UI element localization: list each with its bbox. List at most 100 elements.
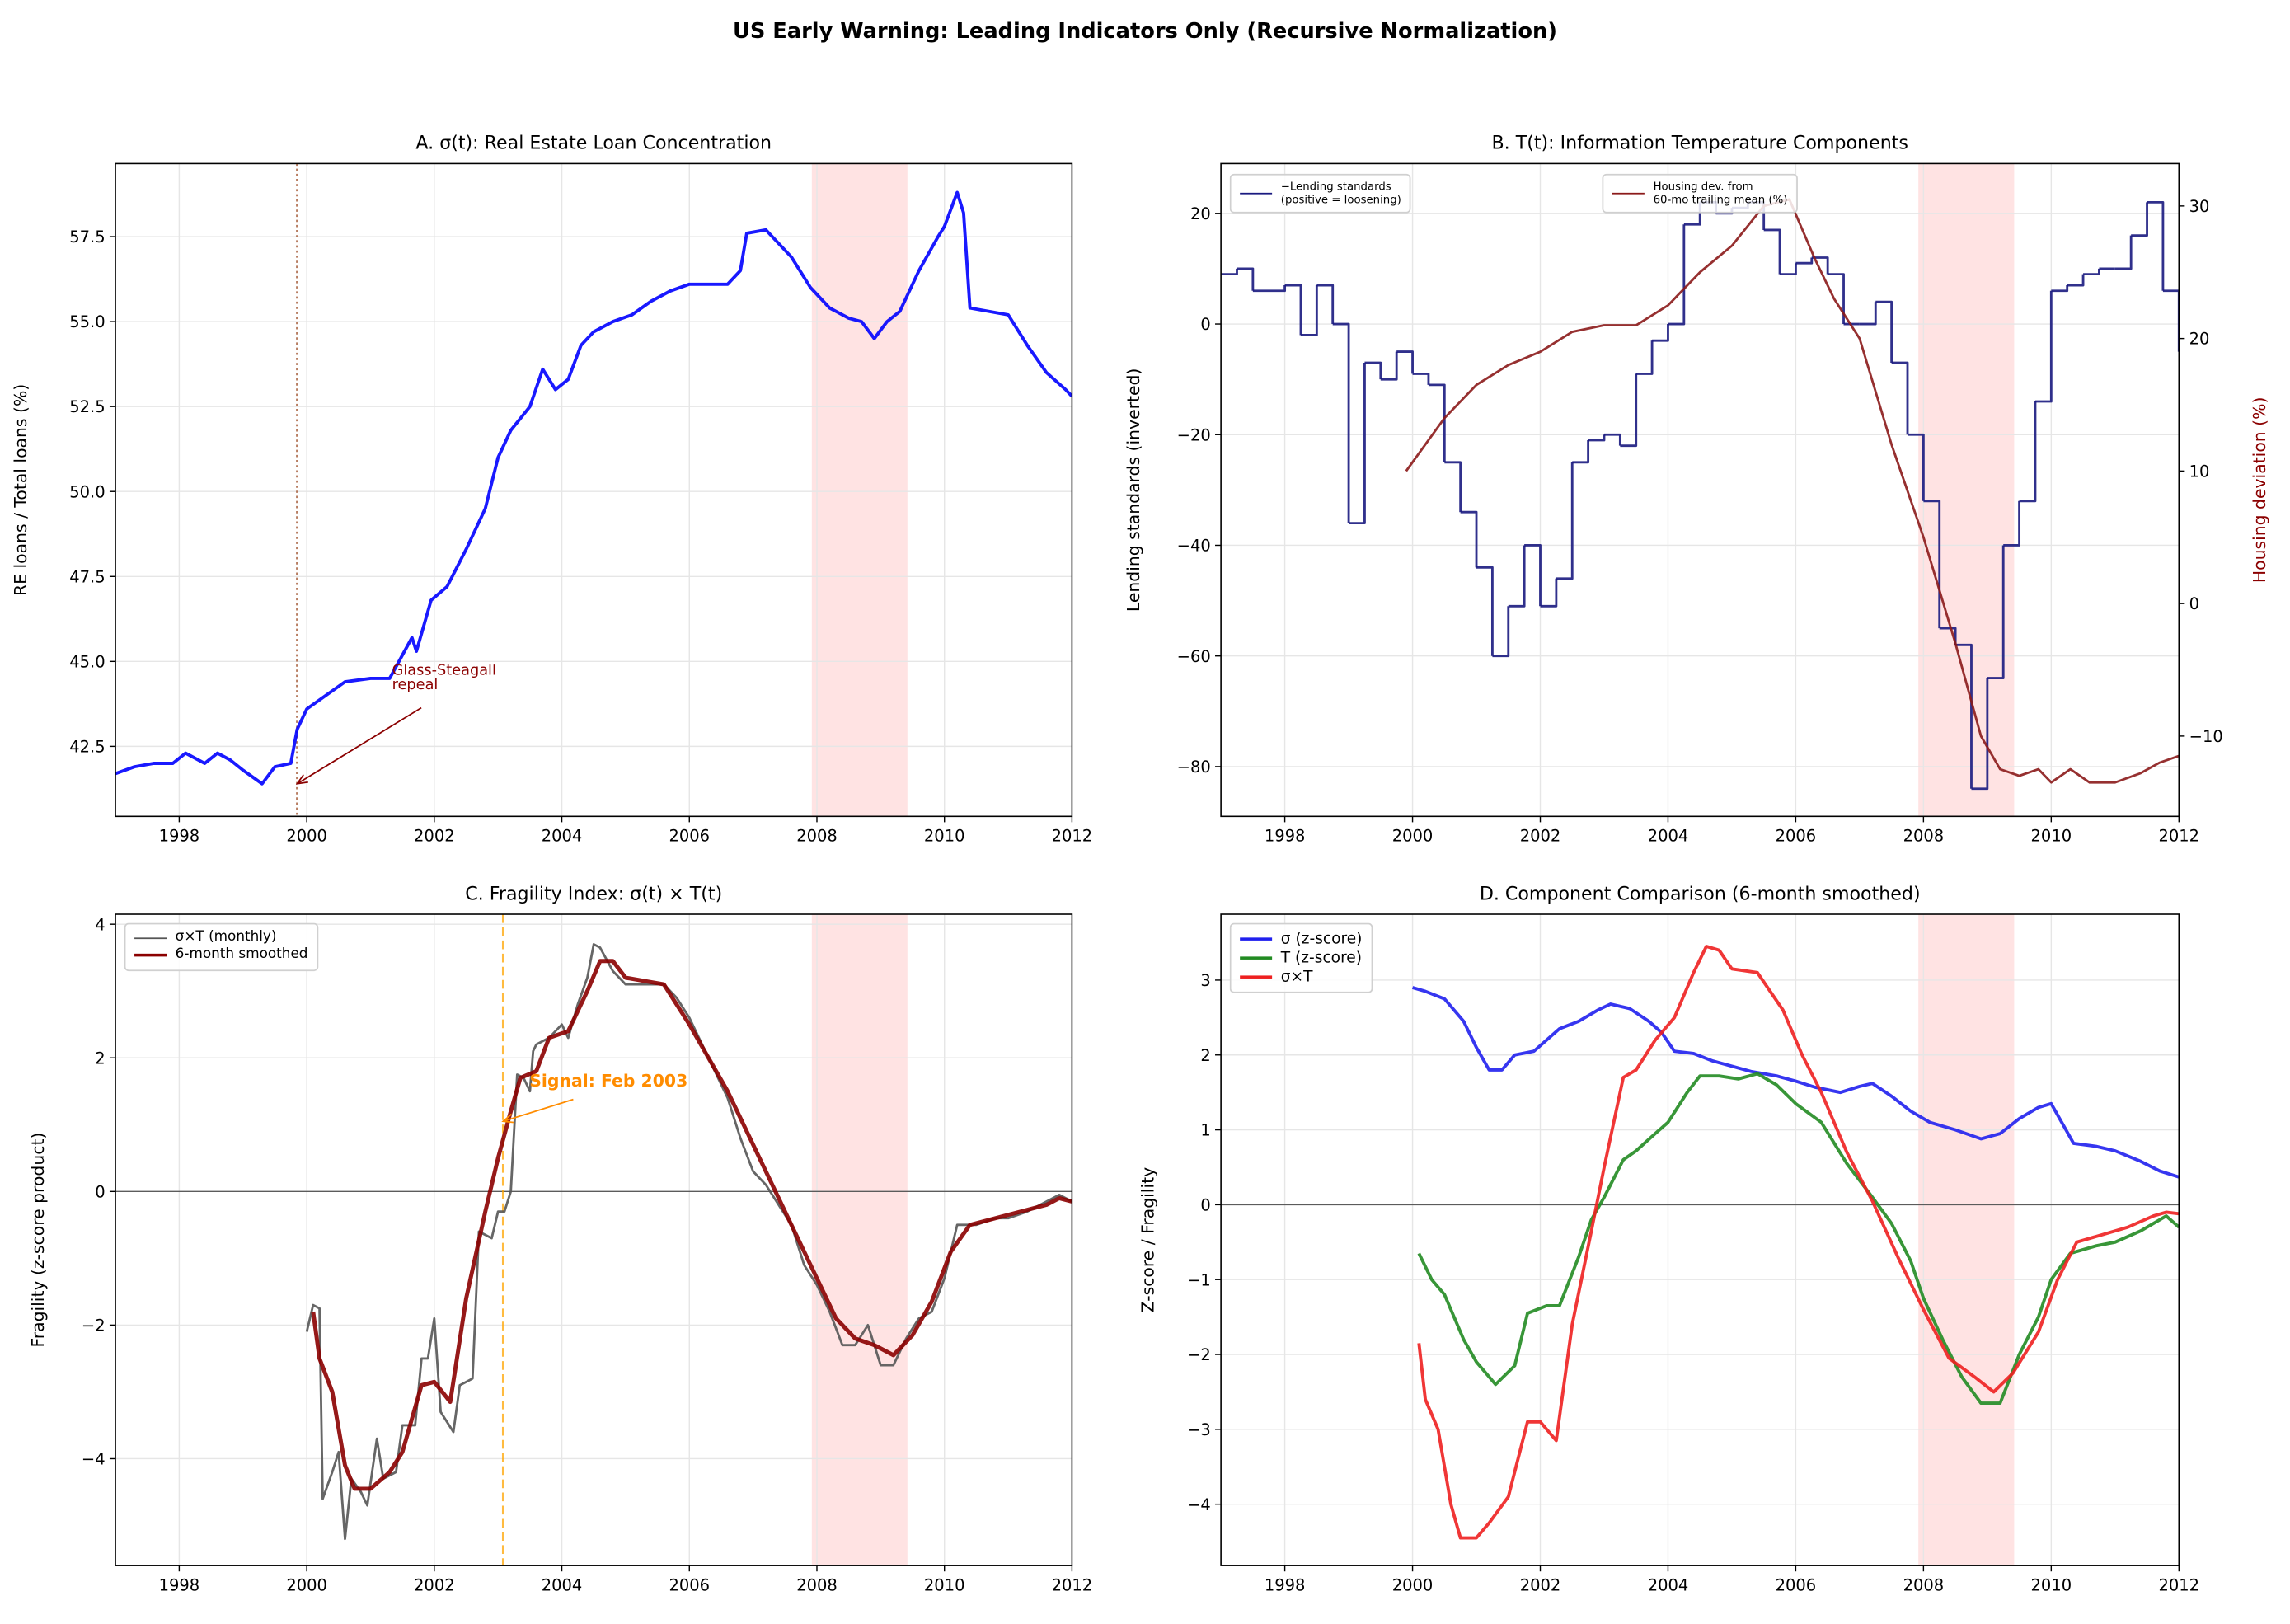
step-segment xyxy=(2067,274,2085,287)
y-tick-label: 0 xyxy=(95,1182,105,1201)
step-segment xyxy=(1668,224,1686,326)
y-tick-label: −40 xyxy=(1177,537,1211,556)
step-segment xyxy=(1795,257,1814,265)
figure-title: US Early Warning: Leading Indicators Onl… xyxy=(733,19,1557,44)
step-segment xyxy=(1412,373,1430,385)
legend-item: σ (z-score) xyxy=(1240,930,1363,948)
x-tick-label: 1998 xyxy=(1265,1575,1306,1594)
plot-frame xyxy=(1220,162,2180,818)
y-tick-label: −60 xyxy=(1177,647,1211,666)
y-tick-label: 4 xyxy=(95,915,105,934)
x-tick-label: 2004 xyxy=(542,826,583,845)
step-segment xyxy=(1556,462,1574,580)
y-tick-label: −2 xyxy=(1187,1345,1211,1364)
legend-wrap: σ×T (monthly) 6-month smoothed xyxy=(124,922,1063,971)
y-tick-label: −4 xyxy=(1187,1495,1211,1514)
step-segment xyxy=(2114,235,2133,270)
step-segment xyxy=(1859,302,1877,326)
panel-title: B. T(t): Information Temperature Compone… xyxy=(1491,133,1908,154)
panel-title: D. Component Comparison (6-month smoothe… xyxy=(1480,883,1921,904)
series-line xyxy=(1417,1072,2180,1406)
series-line xyxy=(1417,945,2180,1540)
step-segment xyxy=(1284,284,1302,336)
legend-swatch xyxy=(1240,975,1273,979)
step-segment xyxy=(1508,545,1526,608)
x-tick-label: 2006 xyxy=(669,1575,710,1594)
x-tick-label: 2004 xyxy=(1648,1575,1689,1594)
x-tick-label: 2010 xyxy=(2031,1575,2072,1594)
x-tick-label: 2006 xyxy=(669,826,710,845)
y-axis-label: Z-score / Fragility xyxy=(1138,1167,1158,1312)
annotation: Signal: Feb 2003 xyxy=(529,1072,687,1089)
legend-label: σ (z-score) xyxy=(1280,930,1363,948)
plot-area xyxy=(1221,914,2180,1566)
legend-label: σ×T (monthly) xyxy=(175,928,277,946)
x-tick-label: 2004 xyxy=(542,1575,583,1594)
step-segment xyxy=(1237,267,1255,291)
legend: Housing dev. from 60-mo trailing mean (%… xyxy=(1602,173,1798,214)
annotation: Glass-Steagall repeal xyxy=(392,664,496,693)
y-tick-label: 1 xyxy=(1200,1121,1210,1140)
step-segment xyxy=(1269,285,1287,293)
y-tick-label: 3 xyxy=(1200,971,1210,990)
step-segment xyxy=(1763,228,1781,275)
y-tick-label: 2 xyxy=(1200,1046,1210,1065)
step-segment xyxy=(2003,500,2021,547)
x-tick-label: 2012 xyxy=(1052,1575,1093,1594)
legend-item: −Lending standards (positive = loosening… xyxy=(1240,180,1401,206)
x-tick-label: 2012 xyxy=(2159,826,2200,845)
step-segment xyxy=(1907,433,1925,501)
step-segment xyxy=(1987,545,2005,679)
step-segment xyxy=(1572,439,1590,464)
legend-wrap: σ (z-score) T (z-score) σ×T xyxy=(1229,922,2170,994)
x-tick-label: 2000 xyxy=(286,826,327,845)
step-segment xyxy=(2083,268,2100,276)
y-tick-label: 2 xyxy=(95,1049,105,1068)
legend-swatch xyxy=(134,954,167,958)
x-tick-label: 2002 xyxy=(1520,826,1561,845)
step-segment xyxy=(1492,606,1510,658)
x-tick-label: 2004 xyxy=(1648,826,1689,845)
step-segment xyxy=(1828,273,1845,325)
step-segment xyxy=(2019,401,2037,503)
legend: σ×T (monthly)6-month smoothed xyxy=(124,922,1063,971)
y-tick-label: 0 xyxy=(1200,1195,1210,1214)
y-tick-label: 45.0 xyxy=(69,652,105,671)
step-segment xyxy=(1221,268,1238,276)
legend-swatch xyxy=(1240,937,1273,941)
step-segment xyxy=(1875,300,1893,364)
y-tick-label: 0 xyxy=(1200,315,1210,334)
y-tick-label: −4 xyxy=(82,1450,106,1469)
legend-box: −Lending standards (positive = loosening… xyxy=(1229,173,1412,214)
step-segment xyxy=(1476,566,1494,656)
x-tick-label: 2010 xyxy=(924,1575,965,1594)
plot-frame xyxy=(1220,913,2180,1566)
legend-box: Housing dev. from 60-mo trailing mean (%… xyxy=(1602,173,1798,214)
step-segment xyxy=(1428,383,1446,462)
x-tick-label: 2010 xyxy=(924,826,965,845)
y2-tick-label: 20 xyxy=(2189,330,2210,349)
y-axis-label: RE loans / Total loans (%) xyxy=(11,384,31,596)
recession-shade xyxy=(1918,914,2015,1566)
y-tick-label: 52.5 xyxy=(69,397,105,416)
legend-item: σ×T xyxy=(1240,969,1362,986)
step-segment xyxy=(1316,284,1335,325)
step-segment xyxy=(1652,324,1669,342)
recession-shade xyxy=(811,914,908,1566)
y2-tick-label: −10 xyxy=(2189,727,2223,746)
y-tick-label: −3 xyxy=(1187,1420,1211,1439)
y-tick-label: 42.5 xyxy=(69,737,105,756)
step-segment xyxy=(1635,340,1654,375)
x-tick-label: 2006 xyxy=(1776,1575,1817,1594)
x-tick-label: 2008 xyxy=(1903,826,1945,845)
y-tick-label: 55.0 xyxy=(69,312,105,331)
step-segment xyxy=(1396,350,1414,374)
step-segment xyxy=(1955,643,1973,789)
series-line xyxy=(1405,198,2180,784)
plot-area xyxy=(1221,163,2180,817)
step-segment xyxy=(1780,263,1797,276)
y2-tick-label: 30 xyxy=(2189,197,2210,216)
plot-frame xyxy=(115,913,1073,1566)
step-segment xyxy=(2034,290,2053,403)
x-tick-label: 2008 xyxy=(796,1575,838,1594)
